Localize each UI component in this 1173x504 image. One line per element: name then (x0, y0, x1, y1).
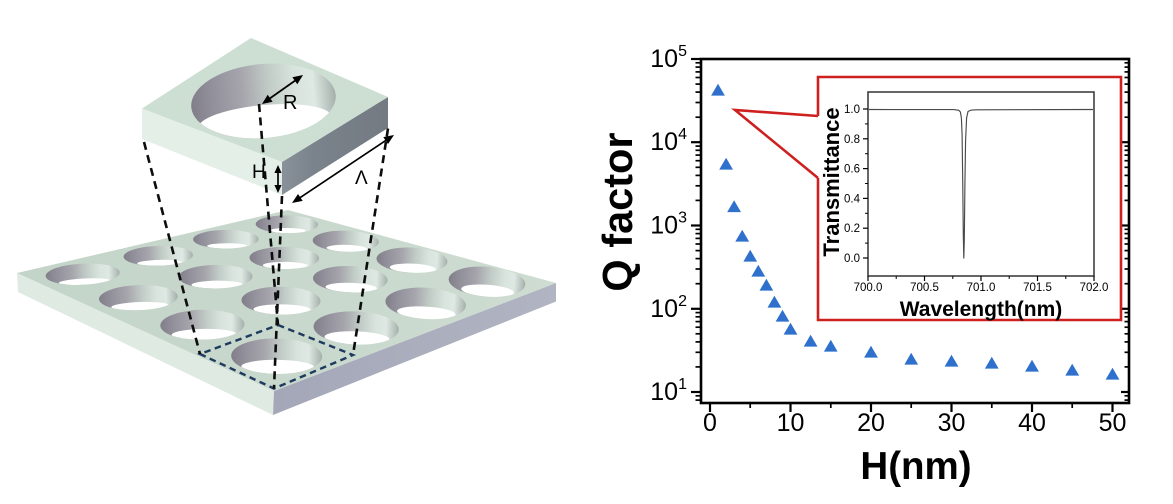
svg-text:Wavelength(nm): Wavelength(nm) (900, 298, 1063, 321)
svg-text:50: 50 (1099, 409, 1127, 437)
svg-text:102: 102 (650, 293, 687, 323)
svg-text:40: 40 (1018, 409, 1046, 437)
svg-text:702.0: 702.0 (1080, 282, 1109, 294)
svg-text:0.6: 0.6 (844, 164, 860, 176)
svg-text:Λ: Λ (355, 168, 368, 189)
svg-text:20: 20 (857, 409, 885, 437)
svg-text:30: 30 (938, 409, 966, 437)
svg-text:0.4: 0.4 (844, 193, 861, 205)
svg-text:700.5: 700.5 (910, 282, 939, 294)
svg-text:701.0: 701.0 (967, 282, 996, 294)
svg-text:10: 10 (777, 409, 805, 437)
svg-text:701.5: 701.5 (1023, 282, 1052, 294)
svg-text:0.8: 0.8 (844, 134, 860, 146)
svg-text:Q factor: Q factor (594, 132, 641, 291)
svg-text:0: 0 (703, 409, 717, 437)
svg-text:0.0: 0.0 (844, 253, 860, 265)
svg-text:H(nm): H(nm) (860, 445, 971, 488)
svg-text:H: H (252, 162, 266, 183)
svg-text:R: R (283, 92, 297, 114)
svg-text:Transmittance: Transmittance (819, 107, 844, 256)
svg-text:0.2: 0.2 (844, 223, 860, 235)
svg-text:1.0: 1.0 (844, 104, 860, 116)
svg-text:700.0: 700.0 (854, 282, 883, 294)
